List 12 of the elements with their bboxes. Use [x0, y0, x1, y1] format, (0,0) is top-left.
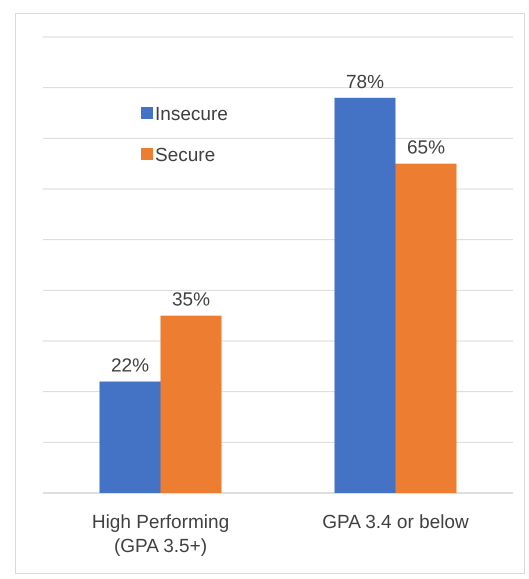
- data-label: 78%: [346, 72, 384, 93]
- data-label: 22%: [110, 356, 150, 377]
- bar: [100, 382, 160, 493]
- bar: [396, 164, 456, 493]
- bar: [334, 98, 396, 493]
- data-label: 65%: [406, 138, 446, 159]
- legend-label: Insecure: [155, 104, 228, 125]
- data-label: 35%: [172, 290, 210, 311]
- x-tick-label: High Performing (GPA 3.5+): [92, 512, 230, 557]
- bar: [160, 316, 222, 493]
- x-tick-label: GPA 3.4 or below: [322, 512, 470, 533]
- legend-label: Secure: [155, 145, 216, 166]
